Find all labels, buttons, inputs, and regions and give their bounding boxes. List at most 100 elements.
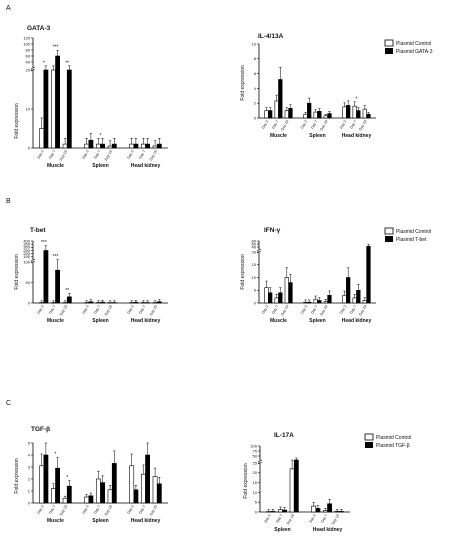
x-tick-label: Day 2 (127, 305, 135, 315)
bar (62, 143, 68, 149)
bar (323, 301, 328, 304)
bar (66, 69, 72, 149)
axis-break-mark (30, 258, 36, 262)
y-axis-label-il4-13a: Fold expression (240, 65, 246, 101)
x-tick-label: Day 19 (59, 150, 68, 162)
x-group-label: Head kidney (131, 163, 161, 169)
x-tick-label: Day 19 (358, 120, 367, 132)
y-tick-label: 25 (253, 460, 258, 465)
x-tick-label: Day 7 (320, 514, 328, 524)
x-tick-label: Day 7 (48, 150, 56, 160)
y-tick-label: 2 (28, 476, 31, 481)
bar (88, 139, 94, 149)
bar (107, 489, 113, 504)
x-tick-label: Day 19 (280, 305, 289, 317)
bar (352, 297, 357, 304)
bar (264, 287, 269, 304)
bar (317, 300, 322, 304)
x-group-label: Muscle (270, 133, 287, 139)
y-tick-label: 60 (252, 241, 257, 246)
bar (284, 110, 289, 119)
bar (152, 145, 158, 149)
bar (317, 111, 322, 119)
x-group-label: Spleen (309, 318, 325, 324)
bar (264, 110, 269, 119)
y-axis-label-tbet: Fold expression (14, 254, 20, 290)
bar (346, 277, 351, 304)
y-axis-label-il17a: Fold expression (243, 463, 249, 499)
bar (55, 55, 61, 149)
bar (140, 143, 146, 149)
x-tick-label: Day 2 (127, 150, 135, 160)
x-tick-label: Day 2 (339, 305, 347, 315)
y-tick-label: 200 (23, 251, 30, 256)
legend-b: Plasmid Control Plasmid T-bet (384, 227, 431, 243)
x-group-label: Head kidney (313, 527, 343, 533)
y-tick-label: 2 (254, 101, 257, 106)
bar (323, 115, 328, 119)
legend-label-treatment: Plasmid TGF-β (376, 443, 410, 449)
bar (278, 292, 283, 304)
bar (366, 114, 371, 119)
x-tick-label: Day 2 (261, 305, 269, 315)
y-tick-label: 350 (23, 242, 30, 247)
panel-letter-a: A (6, 5, 11, 12)
y-tick-label: 20 (252, 249, 257, 254)
legend-a: Plasmid Control Plasmid GATA-3 (384, 39, 433, 55)
legend-label-control: Plasmid Control (396, 229, 431, 235)
x-tick-label: Day 19 (331, 514, 340, 526)
x-tick-label: Day 19 (319, 305, 328, 317)
x-tick-label: Day 2 (82, 305, 90, 315)
bar (366, 245, 371, 304)
y-tick-label: 3 (28, 464, 31, 469)
bar (327, 295, 332, 304)
bar (66, 296, 72, 304)
y-tick-label: 0 (28, 145, 31, 150)
significance-marker: *** (53, 254, 59, 260)
y-tick-label: 100 (23, 259, 30, 264)
bar (133, 143, 139, 149)
bar (327, 113, 332, 119)
x-tick-label: Day 19 (358, 305, 367, 317)
x-tick-label: Day 7 (275, 514, 283, 524)
x-group-label: Spleen (309, 133, 325, 139)
x-tick-label: Day 2 (82, 505, 90, 515)
bar (50, 69, 56, 149)
x-tick-label: Day 7 (138, 505, 146, 515)
bar (268, 292, 273, 304)
y-tick-label: 75 (253, 448, 258, 453)
y-tick-label: 8 (254, 56, 257, 61)
legend-swatch-treatment (365, 442, 373, 448)
y-tick-label: 0 (28, 500, 31, 505)
x-tick-label: Day 2 (309, 514, 317, 524)
x-group-label: Head kidney (342, 133, 372, 139)
x-tick-label: Day 2 (127, 505, 135, 515)
bar (322, 510, 328, 513)
y-tick-label: 0 (28, 300, 31, 305)
x-tick-label: Day 7 (310, 305, 318, 315)
y-axis-label-ifng: Fold expression (240, 254, 246, 290)
y-axis-label-tgfb: Fold expression (14, 458, 20, 494)
y-tick-label: 0 (254, 300, 257, 305)
bar (303, 301, 308, 304)
legend-label-control: Plasmid Control (376, 435, 411, 441)
x-tick-label: Day 2 (37, 505, 45, 515)
bar (334, 511, 340, 513)
bar (43, 454, 49, 504)
bar (284, 277, 289, 304)
bar (274, 100, 279, 119)
bar (133, 301, 139, 304)
x-tick-label: Day 2 (300, 305, 308, 315)
bar (356, 110, 361, 119)
x-tick-label: Day 2 (37, 305, 45, 315)
bar (315, 508, 321, 513)
bar (270, 511, 276, 513)
bar (55, 269, 61, 304)
significance-marker: *** (41, 240, 47, 246)
chart-title-il17a: IL-17A (274, 432, 294, 439)
significance-marker: ** (65, 60, 69, 66)
